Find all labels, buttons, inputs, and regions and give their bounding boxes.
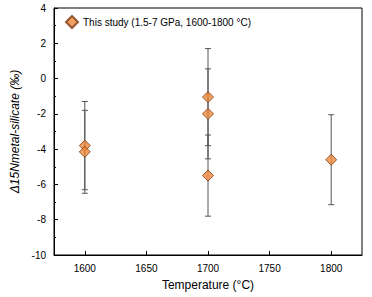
- svg-text:Δ15Nmetal-silicate (‰): Δ15Nmetal-silicate (‰): [8, 70, 22, 194]
- svg-text:1800: 1800: [320, 263, 343, 274]
- svg-text:0: 0: [40, 73, 46, 84]
- svg-text:1750: 1750: [258, 263, 281, 274]
- svg-text:1650: 1650: [135, 263, 158, 274]
- svg-text:1700: 1700: [197, 263, 220, 274]
- svg-text:-6: -6: [37, 179, 46, 190]
- svg-text:-2: -2: [37, 108, 46, 119]
- svg-text:-10: -10: [32, 250, 47, 261]
- svg-text:4: 4: [40, 3, 46, 14]
- svg-text:-4: -4: [37, 144, 46, 155]
- svg-text:-8: -8: [37, 214, 46, 225]
- svg-text:Temperature (°C): Temperature (°C): [162, 278, 254, 292]
- svg-text:2: 2: [40, 38, 46, 49]
- svg-text:1600: 1600: [74, 263, 97, 274]
- svg-text:This study (1.5-7 GPa, 1600-18: This study (1.5-7 GPa, 1600-1800 °C): [83, 17, 251, 28]
